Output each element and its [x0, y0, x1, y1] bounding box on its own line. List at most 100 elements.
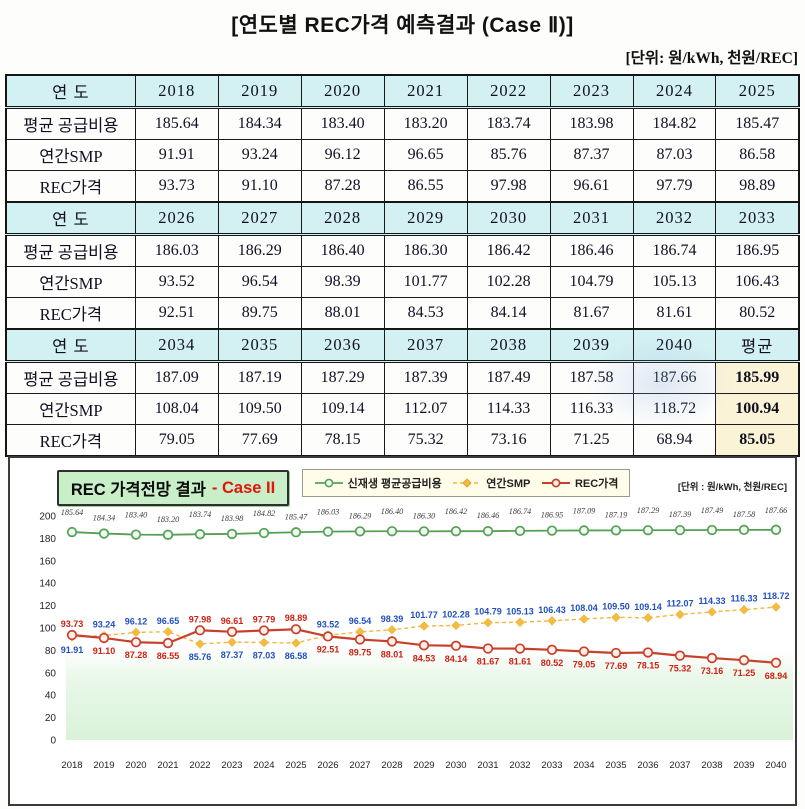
marker-smp — [195, 639, 205, 649]
value-cell: 85.76 — [466, 139, 551, 171]
marker-rec — [66, 629, 78, 641]
marker-supply — [354, 526, 366, 537]
marker-supply — [226, 528, 238, 540]
marker-smp — [675, 609, 685, 620]
value-cell: 88.01 — [300, 297, 385, 330]
svg-text:183.74: 183.74 — [189, 510, 212, 519]
svg-text:2032: 2032 — [509, 760, 530, 771]
svg-text:187.19: 187.19 — [605, 510, 628, 519]
marker-smp — [707, 607, 717, 617]
value-cell: 183.98 — [549, 107, 634, 140]
value-cell: 84.14 — [466, 297, 551, 330]
value-cell: 102.28 — [466, 266, 551, 298]
svg-text:187.39: 187.39 — [669, 510, 692, 519]
svg-text:84.14: 84.14 — [445, 654, 468, 664]
marker-smp — [739, 605, 749, 615]
data-labels: 185.64 184.34 183.40 183.20 183.74 183.98 184.… — [61, 506, 790, 681]
x-axis-labels: 2018 2019 2020 2021 2022 2023 2024 2025 2026 2027… — [61, 760, 786, 771]
value-cell: 185.47 — [715, 107, 800, 140]
svg-text:98.39: 98.39 — [381, 614, 404, 624]
marker-smp — [291, 638, 301, 648]
svg-text:116.33: 116.33 — [730, 594, 757, 604]
value-cell: 96.65 — [383, 139, 468, 171]
marker-smp — [131, 627, 141, 638]
value-cell: 184.82 — [632, 107, 717, 140]
value-cell: 186.03 — [134, 234, 219, 267]
year-cell: 2039 — [549, 328, 634, 363]
year-cell: 2040 — [632, 328, 717, 363]
svg-text:2027: 2027 — [349, 760, 370, 771]
year-cell: 2019 — [217, 74, 302, 109]
value-cell: 187.66 — [632, 361, 717, 394]
forecast-table-body: 연 도 2018 2019 2020 2021 2022 2023 2024 2025 평균 공급… — [5, 74, 800, 457]
marker-supply — [482, 526, 494, 537]
svg-text:85.76: 85.76 — [189, 652, 212, 662]
value-cell: 93.52 — [134, 266, 219, 298]
value-cell: 100.94 — [715, 393, 800, 425]
series-smp — [67, 602, 781, 649]
chart-title-box: REC 가격전망 결과 - Case II — [57, 470, 289, 506]
value-cell: 73.16 — [466, 424, 551, 457]
table-row: REC가격 92.51 89.75 88.01 84.53 84.14 81.67 81.61… — [5, 297, 800, 330]
svg-text:2030: 2030 — [445, 760, 466, 771]
svg-text:186.40: 186.40 — [381, 507, 404, 516]
svg-text:186.03: 186.03 — [317, 508, 340, 517]
table-row: REC가격 93.73 91.10 87.28 86.55 97.98 96.61 97.79… — [5, 170, 800, 203]
value-cell: 96.54 — [217, 266, 302, 298]
svg-text:81.61: 81.61 — [509, 657, 532, 667]
year-cell: 2028 — [300, 201, 385, 236]
row-label: 연 도 — [5, 201, 136, 236]
value-cell: 183.40 — [300, 107, 385, 140]
marker-rec — [770, 657, 782, 668]
value-cell: 186.30 — [383, 234, 468, 267]
year-cell: 2033 — [715, 201, 800, 236]
series-supply — [66, 524, 782, 540]
svg-text:86.55: 86.55 — [157, 651, 180, 661]
marker-supply — [386, 526, 398, 537]
svg-text:185.64: 185.64 — [61, 508, 84, 517]
svg-text:184.34: 184.34 — [93, 514, 116, 523]
value-cell: 187.29 — [300, 361, 385, 394]
svg-text:2025: 2025 — [285, 760, 306, 771]
legend-label-supply: 신재생 평균공급비용 — [347, 478, 442, 490]
value-cell: 78.15 — [300, 424, 385, 457]
plot-background-fill — [66, 650, 793, 740]
year-cell: 2037 — [383, 328, 468, 363]
svg-text:97.98: 97.98 — [189, 614, 212, 624]
value-cell: 187.39 — [383, 361, 468, 394]
value-cell: 93.24 — [217, 139, 302, 171]
value-cell: 85.05 — [715, 424, 800, 457]
value-cell: 91.91 — [134, 139, 219, 171]
marker-rec — [738, 655, 750, 666]
svg-text:68.94: 68.94 — [765, 671, 788, 681]
svg-text:75.32: 75.32 — [669, 664, 692, 674]
marker-supply — [738, 524, 750, 536]
svg-text:73.16: 73.16 — [701, 666, 724, 676]
year-cell: 2022 — [466, 74, 551, 109]
year-cell: 2023 — [549, 74, 634, 109]
svg-text:2018: 2018 — [61, 760, 82, 771]
marker-smp — [547, 616, 557, 626]
value-cell: 98.89 — [715, 170, 800, 203]
svg-text:93.24: 93.24 — [93, 620, 116, 630]
svg-text:183.20: 183.20 — [157, 515, 180, 524]
svg-text:96.65: 96.65 — [157, 616, 180, 626]
value-cell: 106.43 — [715, 266, 800, 298]
value-cell: 84.53 — [383, 297, 468, 330]
svg-text:2024: 2024 — [253, 760, 274, 771]
svg-text:2023: 2023 — [221, 760, 242, 771]
svg-text:80: 80 — [45, 646, 57, 657]
svg-text:91.91: 91.91 — [61, 645, 84, 655]
svg-text:20: 20 — [45, 713, 57, 724]
value-cell: 87.03 — [632, 139, 717, 171]
svg-text:2026: 2026 — [317, 760, 338, 771]
value-cell: 183.74 — [466, 107, 551, 140]
value-cell: 96.61 — [549, 170, 634, 203]
svg-text:71.25: 71.25 — [733, 668, 756, 678]
value-cell: 105.13 — [632, 266, 717, 298]
year-cell: 2020 — [300, 74, 385, 109]
marker-rec — [578, 646, 590, 657]
svg-text:100: 100 — [39, 624, 56, 635]
svg-text:2039: 2039 — [733, 760, 754, 771]
svg-text:80.52: 80.52 — [541, 658, 564, 668]
